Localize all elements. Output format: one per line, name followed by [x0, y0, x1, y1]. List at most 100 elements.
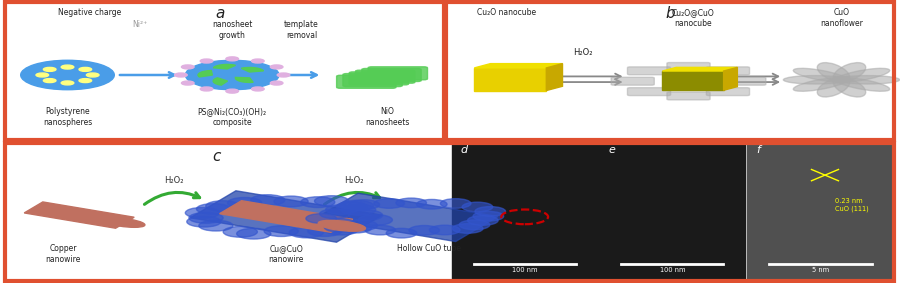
Text: NiO
nanosheets: NiO nanosheets: [364, 107, 410, 127]
Ellipse shape: [833, 78, 866, 97]
Ellipse shape: [835, 78, 890, 91]
Circle shape: [396, 198, 427, 208]
Circle shape: [187, 216, 221, 227]
Circle shape: [270, 65, 283, 69]
Circle shape: [289, 227, 323, 238]
Circle shape: [277, 73, 290, 77]
Ellipse shape: [793, 68, 848, 82]
Circle shape: [21, 60, 114, 90]
Circle shape: [251, 195, 285, 205]
Circle shape: [473, 211, 504, 221]
Text: f: f: [756, 145, 760, 155]
Text: Polystyrene
nanospheres: Polystyrene nanospheres: [43, 107, 92, 127]
Circle shape: [61, 65, 74, 69]
Circle shape: [374, 199, 404, 208]
Text: d: d: [461, 145, 468, 155]
Circle shape: [364, 225, 395, 235]
Text: 100 nm: 100 nm: [512, 267, 537, 273]
Circle shape: [341, 204, 375, 215]
Circle shape: [226, 57, 239, 61]
Circle shape: [358, 215, 392, 225]
Text: b: b: [666, 6, 675, 21]
Bar: [4, 143, 894, 281]
FancyBboxPatch shape: [627, 67, 670, 75]
Text: CuO
nanoflower: CuO nanoflower: [820, 8, 863, 28]
FancyBboxPatch shape: [706, 67, 750, 75]
Circle shape: [36, 73, 49, 77]
Polygon shape: [190, 191, 382, 242]
Circle shape: [182, 81, 194, 85]
Circle shape: [264, 226, 298, 237]
Polygon shape: [662, 67, 737, 71]
Ellipse shape: [105, 218, 145, 227]
Circle shape: [459, 220, 490, 230]
Circle shape: [467, 216, 498, 225]
Circle shape: [343, 220, 377, 231]
Circle shape: [324, 222, 355, 232]
Ellipse shape: [319, 220, 365, 231]
Circle shape: [326, 205, 356, 214]
Polygon shape: [24, 202, 134, 228]
Circle shape: [462, 202, 492, 212]
Circle shape: [453, 224, 483, 233]
Circle shape: [61, 81, 74, 85]
Polygon shape: [662, 71, 724, 90]
Circle shape: [182, 65, 194, 69]
Text: c: c: [212, 149, 220, 164]
Circle shape: [475, 207, 506, 216]
Circle shape: [199, 220, 233, 231]
Circle shape: [324, 224, 358, 235]
Circle shape: [274, 196, 308, 207]
Circle shape: [440, 199, 471, 208]
FancyBboxPatch shape: [337, 75, 396, 88]
Circle shape: [251, 59, 265, 63]
Text: H₂O₂: H₂O₂: [344, 176, 364, 185]
Wedge shape: [235, 78, 253, 82]
Circle shape: [417, 200, 447, 209]
Ellipse shape: [833, 63, 866, 82]
Circle shape: [185, 60, 279, 90]
Ellipse shape: [835, 68, 890, 82]
Circle shape: [320, 209, 350, 219]
Circle shape: [200, 87, 212, 91]
Circle shape: [349, 200, 380, 209]
Circle shape: [189, 213, 223, 223]
Text: Cu@CuO
nanowire: Cu@CuO nanowire: [268, 244, 304, 264]
Text: Cu₂O nanocube: Cu₂O nanocube: [477, 8, 536, 17]
Text: Negative charge: Negative charge: [58, 8, 122, 17]
Bar: [747, 143, 894, 280]
Bar: [452, 143, 598, 280]
Text: 100 nm: 100 nm: [660, 267, 685, 273]
Circle shape: [228, 198, 262, 208]
Wedge shape: [213, 78, 228, 85]
Text: nanosheet
growth: nanosheet growth: [212, 20, 252, 40]
FancyBboxPatch shape: [362, 68, 421, 82]
Polygon shape: [316, 193, 498, 241]
Circle shape: [237, 228, 271, 239]
Circle shape: [308, 226, 342, 236]
Circle shape: [79, 67, 92, 71]
Circle shape: [301, 197, 335, 207]
Circle shape: [386, 228, 417, 238]
Text: template
removal: template removal: [284, 20, 319, 40]
Wedge shape: [241, 67, 264, 72]
FancyBboxPatch shape: [343, 74, 402, 87]
FancyBboxPatch shape: [356, 70, 415, 83]
Ellipse shape: [817, 63, 850, 82]
Circle shape: [206, 201, 240, 211]
Circle shape: [226, 89, 239, 93]
Circle shape: [429, 225, 460, 235]
Circle shape: [409, 226, 439, 235]
Ellipse shape: [793, 78, 848, 91]
FancyBboxPatch shape: [368, 67, 428, 80]
Circle shape: [251, 87, 265, 91]
Circle shape: [339, 200, 374, 211]
Polygon shape: [474, 64, 562, 68]
Text: H₂O₂: H₂O₂: [164, 176, 184, 185]
Circle shape: [196, 203, 230, 214]
Wedge shape: [213, 65, 236, 69]
Circle shape: [200, 59, 213, 63]
Circle shape: [43, 67, 56, 71]
Text: Hollow CuO tube: Hollow CuO tube: [397, 244, 462, 253]
FancyBboxPatch shape: [349, 72, 409, 85]
